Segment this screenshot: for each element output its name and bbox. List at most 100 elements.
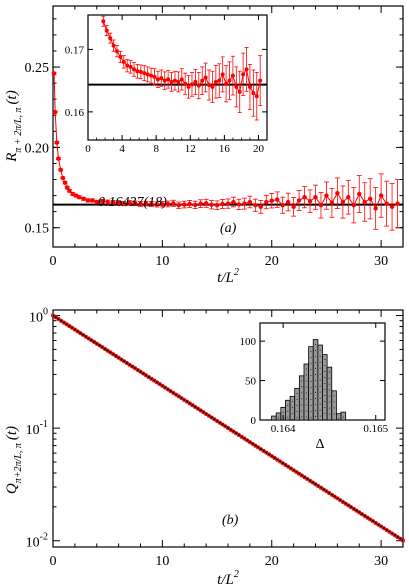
panel-b-xtick-label: 20 <box>265 554 279 569</box>
panel-b-ytick-base: 10 <box>26 536 40 551</box>
panel-b-point <box>168 389 173 394</box>
panel-a-inset-point <box>166 77 171 82</box>
panel-b-inset-bar <box>340 411 347 421</box>
panel-b-inset-bar-dot <box>296 398 298 400</box>
panel-b-point <box>236 433 241 438</box>
panel-b-inset-bar-dot <box>328 395 330 397</box>
panel-b-inset-bar-dot <box>287 416 289 418</box>
panel-b-point <box>324 489 329 494</box>
panel-b-ytick-label: 100 <box>29 307 48 326</box>
panel-b-point <box>332 494 337 499</box>
panel-b-inset-bar-dot <box>328 413 330 415</box>
panel-b-point <box>318 485 324 490</box>
panel-a-inset-ytick-label: 0.16 <box>65 107 85 119</box>
panel-a-point <box>54 140 60 145</box>
panel-b-point <box>132 366 138 371</box>
panel-b-point <box>146 375 151 380</box>
panel-b-point <box>223 424 228 429</box>
panel-b-point <box>67 324 72 329</box>
panel-b-inset-bar-dot <box>338 418 340 420</box>
panel-a-ytick-label: 0.25 <box>25 61 50 76</box>
panel-b-inset-bar-dot <box>296 416 298 418</box>
panel-b-point <box>242 436 247 441</box>
panel-a-inset-point <box>207 83 212 87</box>
panel-a-xtick-label: 10 <box>155 254 169 269</box>
panel-b-point <box>351 506 356 511</box>
panel-a-point <box>242 201 247 206</box>
panel-a-point <box>384 201 389 206</box>
panel-b-inset-bar <box>289 395 296 421</box>
panel-b-point <box>206 413 211 418</box>
panel-a-point <box>94 199 99 205</box>
panel-a-inset-point <box>101 19 106 24</box>
panel-b-point <box>327 491 332 496</box>
panel-b-point <box>305 476 310 482</box>
panel-b-inset-bar-dot <box>319 385 321 387</box>
panel-a-point <box>171 201 176 206</box>
panel-a: 0 10 20 300.150.200.25 0.16437(18) (a) Rπ +… <box>4 5 404 286</box>
panel-b-inset-bar-dot <box>328 377 330 379</box>
panel-b-point <box>195 406 200 411</box>
panel-b-inset-bar-dot <box>319 397 321 399</box>
panel-b-point <box>209 415 214 420</box>
panel-a-xlabel-main: t/L <box>217 270 234 286</box>
panel-b-point <box>171 390 176 395</box>
panel-a-inset-point <box>247 84 252 89</box>
panel-a-point <box>280 203 285 208</box>
panel-b-point <box>165 387 170 392</box>
panel-b-inset-bar-dot <box>310 381 312 383</box>
panel-a-inset-point <box>125 63 130 68</box>
panel-b-point <box>335 496 340 501</box>
panel-a-inset-data-points <box>101 15 263 121</box>
panel-a-inset-point <box>227 78 232 83</box>
panel-a-inset-point <box>111 43 116 48</box>
panel-b-point <box>127 362 132 367</box>
panel-b-inset-bar-dot <box>310 357 312 359</box>
panel-a-inset-point <box>152 74 157 79</box>
panel-a-point <box>51 71 57 76</box>
panel-b-inset-bar-dot <box>305 416 307 418</box>
panel-b-inset-bar-dot <box>328 383 330 385</box>
panel-a-point <box>56 156 61 161</box>
panel-a-point <box>154 202 160 207</box>
panel-b-inset-bar-dot <box>319 367 321 369</box>
panel-a-ylabel-sub: π + 2π/L, π <box>13 106 24 152</box>
panel-b-point <box>277 459 283 464</box>
panel-a-xlabel: t/L2 <box>217 267 239 286</box>
panel-b-data-points <box>50 313 406 543</box>
panel-b-inset-bar-dot <box>291 406 293 408</box>
panel-b-point <box>368 517 373 522</box>
panel-a-inset-point <box>114 49 119 54</box>
panel-b-inset-bar-dot <box>342 416 344 418</box>
panel-b-point <box>291 468 296 473</box>
panel-a-point <box>116 200 121 206</box>
panel-b-ytick-exp: -2 <box>40 532 48 543</box>
panel-b-inset-bar-dot <box>310 411 312 413</box>
panel-a-inset-point <box>121 59 126 64</box>
panel-b-point <box>398 536 403 541</box>
panel-a-ylabel-arg: (t) <box>4 90 20 104</box>
panel-b-point <box>190 403 195 408</box>
panel-a-point <box>187 201 192 207</box>
panel-a-inset-xtick-label: 8 <box>153 143 159 155</box>
panel-a-point <box>165 201 171 207</box>
panel-b-inset-bar-dot <box>282 411 284 413</box>
panel-a-ytick-label: 0.20 <box>25 141 50 156</box>
panel-a-inset-point <box>200 78 205 83</box>
panel-b-inset-bar-dot <box>296 392 298 394</box>
panel-b-inset-bar-dot <box>301 410 303 412</box>
panel-b-point <box>400 538 406 543</box>
panel-b-point <box>272 455 277 460</box>
panel-a-inset-point <box>179 77 184 82</box>
panel-b-inset-bar-dot <box>319 403 321 405</box>
panel-b-point <box>113 353 118 359</box>
panel-a-point <box>285 199 291 205</box>
panel-b-inset-bar-dot <box>328 389 330 391</box>
panel-b-point <box>184 399 190 404</box>
panel-a-point <box>236 202 242 207</box>
panel-b-inset-bar-dot <box>324 389 326 391</box>
panel-b-point <box>307 478 313 483</box>
panel-b-point <box>258 447 263 452</box>
